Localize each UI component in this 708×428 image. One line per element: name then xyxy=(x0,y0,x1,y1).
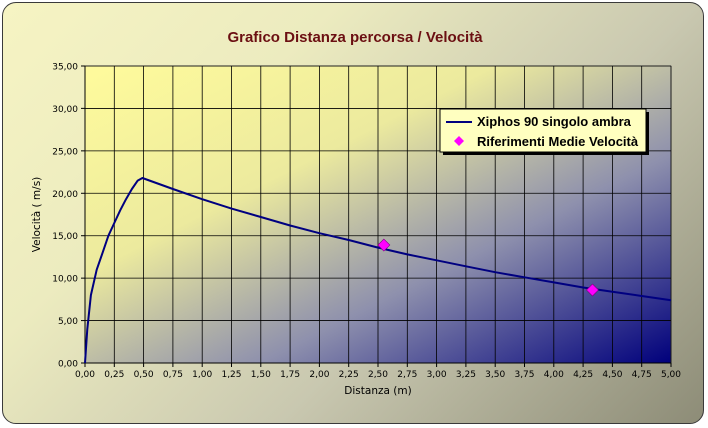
x-tick-label: 3,75 xyxy=(514,370,534,380)
x-tick-label: 2,25 xyxy=(339,370,359,380)
x-tick-label: 3,50 xyxy=(485,370,505,380)
y-tick-label: 25,00 xyxy=(52,147,78,157)
x-tick-label: 0,50 xyxy=(134,370,154,380)
y-tick-label: 35,00 xyxy=(52,63,78,73)
x-tick-label: 2,00 xyxy=(309,370,329,380)
chart-svg: Grafico Distanza percorsa / Velocità 0,0… xyxy=(31,29,681,397)
x-axis-label: Distanza (m) xyxy=(344,385,411,397)
legend: Xiphos 90 singolo ambra Riferimenti Medi… xyxy=(439,108,649,155)
x-tick-label: 1,50 xyxy=(251,370,271,380)
axes-layer xyxy=(81,65,672,367)
grid-layer xyxy=(85,65,672,363)
legend-box xyxy=(439,108,647,153)
y-tick-label: 15,00 xyxy=(52,232,78,242)
legend-entry-line: Xiphos 90 singolo ambra xyxy=(477,114,632,129)
reference-point-marker xyxy=(586,283,599,297)
x-tick-label: 2,50 xyxy=(368,370,388,380)
x-tick-label: 4,50 xyxy=(602,370,622,380)
reference-point-marker xyxy=(377,238,391,252)
x-tick-label: 1,00 xyxy=(192,370,212,380)
y-tick-label: 5,00 xyxy=(58,317,78,327)
chart-frame: Grafico Distanza percorsa / Velocità 0,0… xyxy=(2,2,704,424)
x-tick-label: 1,25 xyxy=(221,370,241,380)
tick-labels: 0,00 0,25 0,50 0,75 1,00 1,25 1,50 1,75 2,00 2,25… xyxy=(52,63,681,381)
x-tick-label: 0,75 xyxy=(163,370,183,380)
x-tick-label: 0,00 xyxy=(75,370,95,380)
x-tick-label: 4,00 xyxy=(544,370,564,380)
series-line-xiphos xyxy=(84,177,672,364)
legend-entry-markers: Riferimenti Medie Velocità xyxy=(477,134,639,149)
x-tick-label: 5,00 xyxy=(661,370,681,380)
y-tick-label: 30,00 xyxy=(52,105,78,115)
x-tick-label: 0,25 xyxy=(104,370,124,380)
legend-diamond-swatch xyxy=(454,136,464,146)
y-tick-label: 10,00 xyxy=(52,275,78,285)
y-tick-label: 0,00 xyxy=(58,360,78,370)
x-tick-label: 3,00 xyxy=(427,370,447,380)
series-layer xyxy=(84,177,672,364)
y-tick-label: 20,00 xyxy=(52,190,78,200)
x-tick-label: 2,75 xyxy=(397,370,417,380)
x-tick-label: 1,75 xyxy=(280,370,300,380)
x-tick-label: 3,25 xyxy=(456,370,476,380)
x-tick-label: 4,25 xyxy=(573,370,593,380)
chart-title: Grafico Distanza percorsa / Velocità xyxy=(227,29,483,46)
x-tick-label: 4,75 xyxy=(632,370,652,380)
y-axis-label: Velocità ( m/s) xyxy=(31,177,43,253)
